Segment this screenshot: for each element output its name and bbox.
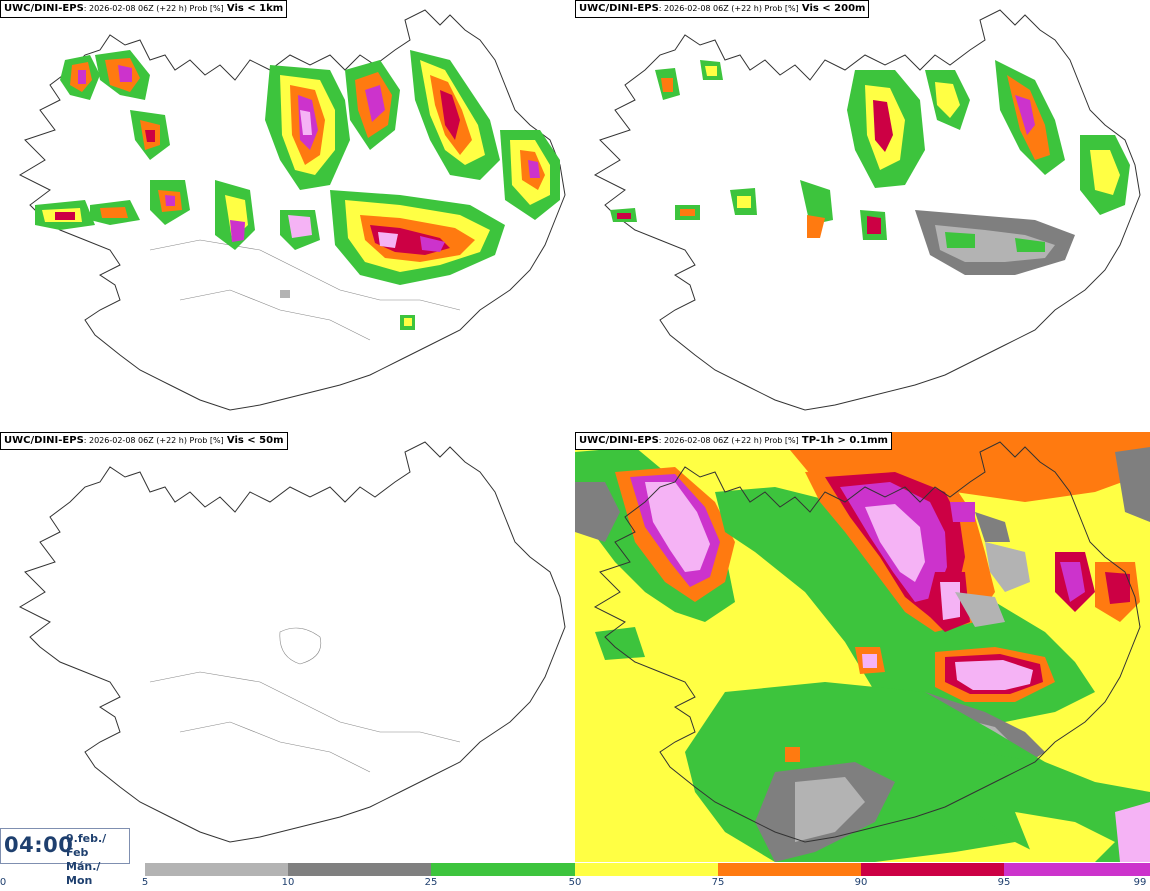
valid-date-line2: Mán./ Mon bbox=[66, 860, 101, 887]
probability-map bbox=[593, 9, 1141, 411]
colorbar-tick: 90 bbox=[854, 877, 868, 888]
colorbar-tick: 0 bbox=[0, 877, 7, 888]
colorbar-segment bbox=[145, 863, 288, 876]
colorbar-tick: 99 bbox=[1133, 877, 1147, 888]
map-panel-tp-1h: UWC/DINI-EPS: 2026-02-08 06Z (+22 h) Pro… bbox=[575, 432, 1150, 862]
variable-label: Vis < 200m bbox=[801, 3, 866, 14]
colorbar-tick: 50 bbox=[568, 877, 582, 888]
prob-field bbox=[35, 50, 560, 330]
panel-title: UWC/DINI-EPS: 2026-02-08 06Z (+22 h) Pro… bbox=[0, 432, 288, 450]
colorbar-segment bbox=[718, 863, 861, 876]
colorbar-segment bbox=[575, 863, 718, 876]
valid-date: 9.feb./ Feb Mán./ Mon bbox=[66, 832, 129, 888]
model-label: UWC/DINI-EPS bbox=[4, 435, 84, 446]
colorbar-tick: 10 bbox=[281, 877, 295, 888]
colorbar-tick: 75 bbox=[711, 877, 725, 888]
variable-label: Vis < 50m bbox=[226, 435, 284, 446]
probability-map bbox=[575, 432, 1150, 862]
run-label: : 2026-02-08 06Z (+22 h) Prob [%] bbox=[658, 4, 799, 13]
variable-label: TP-1h > 0.1mm bbox=[801, 435, 888, 446]
panel-title: UWC/DINI-EPS: 2026-02-08 06Z (+22 h) Pro… bbox=[0, 0, 288, 18]
valid-time: 04:00 bbox=[4, 833, 74, 857]
variable-label: Vis < 1km bbox=[226, 3, 284, 14]
prob-field bbox=[610, 60, 1130, 275]
valid-date-line1: 9.feb./ Feb bbox=[66, 832, 107, 859]
colorbar-segment bbox=[288, 863, 431, 876]
model-label: UWC/DINI-EPS bbox=[579, 435, 659, 446]
colorbar-tick: 95 bbox=[997, 877, 1011, 888]
colorbar-segment bbox=[861, 863, 1004, 876]
run-label: : 2026-02-08 06Z (+22 h) Prob [%] bbox=[658, 436, 799, 445]
colorbar-segment bbox=[1004, 863, 1150, 876]
colorbar-tick: 25 bbox=[424, 877, 438, 888]
prob-field bbox=[575, 432, 1150, 862]
panel-title: UWC/DINI-EPS: 2026-02-08 06Z (+22 h) Pro… bbox=[575, 0, 870, 18]
colorbar-segment bbox=[431, 863, 575, 876]
model-label: UWC/DINI-EPS bbox=[4, 3, 84, 14]
valid-time-box: 04:00 9.feb./ Feb Mán./ Mon bbox=[0, 828, 130, 887]
run-label: : 2026-02-08 06Z (+22 h) Prob [%] bbox=[83, 4, 224, 13]
map-panel-vis-200m: UWC/DINI-EPS: 2026-02-08 06Z (+22 h) Pro… bbox=[575, 0, 1150, 430]
run-label: : 2026-02-08 06Z (+22 h) Prob [%] bbox=[83, 436, 224, 445]
probability-map bbox=[18, 441, 566, 843]
panel-title: UWC/DINI-EPS: 2026-02-08 06Z (+22 h) Pro… bbox=[575, 432, 892, 450]
probability-map bbox=[18, 9, 566, 411]
colorbar bbox=[145, 863, 1150, 876]
map-panel-vis-1km: UWC/DINI-EPS: 2026-02-08 06Z (+22 h) Pro… bbox=[0, 0, 575, 430]
map-panel-vis-50m: UWC/DINI-EPS: 2026-02-08 06Z (+22 h) Pro… bbox=[0, 432, 575, 862]
colorbar-tick: 5 bbox=[141, 877, 149, 888]
model-label: UWC/DINI-EPS bbox=[579, 3, 659, 14]
